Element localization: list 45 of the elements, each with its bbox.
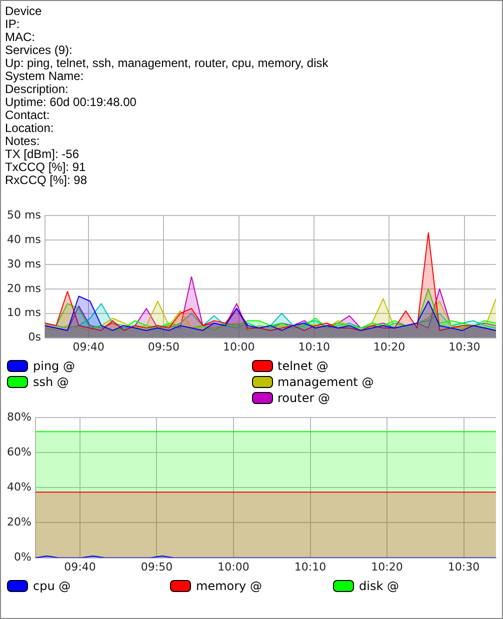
text: Description: <box>5 82 70 96</box>
y-tick-label: 40% <box>6 480 32 494</box>
y-tick-label: 20 ms <box>6 282 42 295</box>
text: Uptime: 60d 00:19:48.00 <box>5 95 138 109</box>
x-tick-label: 10:00 <box>218 560 250 574</box>
text: System Name: <box>5 69 85 83</box>
x-tick-label: 09:40 <box>64 560 96 574</box>
legend-label: disk @ <box>359 579 399 593</box>
y-tick-label: 80% <box>6 410 32 424</box>
text: TxCCQ [%]: 91 <box>5 160 87 174</box>
x-tick-label: 09:40 <box>72 340 104 354</box>
text: Services (9): <box>5 43 74 57</box>
y-tick-label: 0s <box>28 330 42 344</box>
text: MAC: <box>5 30 36 44</box>
x-tick-label: 10:00 <box>223 340 255 354</box>
x-tick-label: 10:30 <box>448 340 480 354</box>
text: Notes: <box>5 134 41 148</box>
y-tick-label: 10 ms <box>6 306 42 320</box>
y-tick-label: 30 ms <box>6 257 42 270</box>
x-tick-label: 10:20 <box>373 340 406 354</box>
text: Up: ping, telnet, ssh, management, router, cpu, memory, disk <box>5 56 330 70</box>
text: IP: <box>5 17 21 31</box>
text: Contact: <box>5 108 51 122</box>
x-tick-label: 10:10 <box>298 340 330 354</box>
legend-label: management @ <box>278 375 374 389</box>
text: TX [dBm]: -56 <box>5 147 80 161</box>
x-tick-label: 09:50 <box>140 560 173 574</box>
legend-label: cpu @ <box>33 579 71 593</box>
legend-label: router @ <box>278 391 330 405</box>
x-tick-label: 10:10 <box>294 560 326 574</box>
x-tick-label: 09:50 <box>148 340 180 354</box>
text: Device <box>5 4 43 18</box>
x-tick-label: 10:30 <box>448 560 480 574</box>
y-tick-label: 50 ms <box>6 208 42 222</box>
legend-label: ping @ <box>33 359 75 373</box>
legend-label: ssh @ <box>33 375 69 389</box>
x-tick-label: 10:20 <box>371 560 403 574</box>
y-tick-label: 60% <box>6 446 32 459</box>
text: Location: <box>5 121 55 135</box>
legend-label: memory @ <box>196 579 262 593</box>
y-tick-label: 40 ms <box>6 232 42 246</box>
legend-label: telnet @ <box>278 359 328 373</box>
y-tick-label: 0% <box>14 550 32 564</box>
y-tick-label: 20% <box>6 516 32 529</box>
text: RxCCQ [%]: 98 <box>5 173 88 187</box>
